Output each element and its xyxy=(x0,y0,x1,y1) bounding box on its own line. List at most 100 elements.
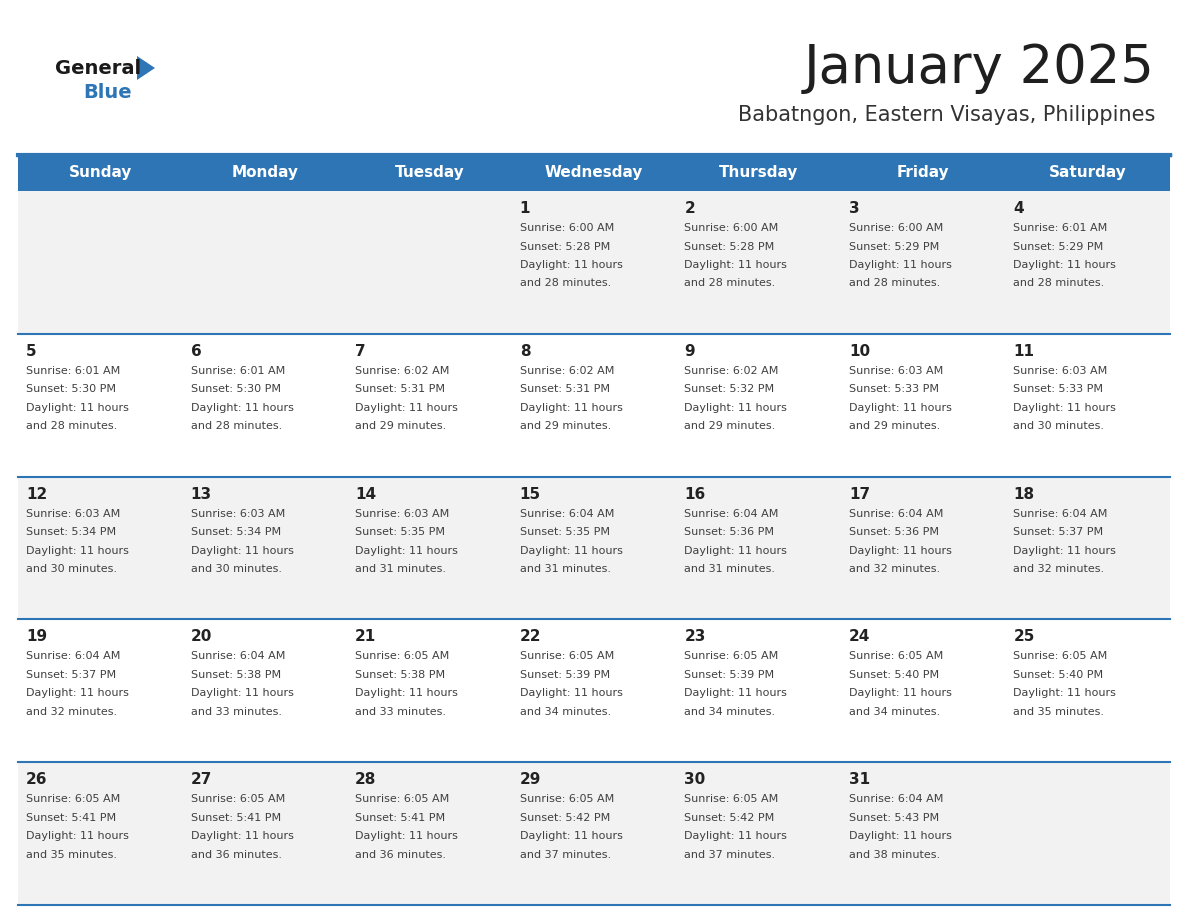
Text: and 37 minutes.: and 37 minutes. xyxy=(519,850,611,859)
Text: Sunrise: 6:03 AM: Sunrise: 6:03 AM xyxy=(355,509,449,519)
Text: Daylight: 11 hours: Daylight: 11 hours xyxy=(1013,688,1117,699)
Bar xyxy=(183,155,347,191)
Text: Sunrise: 6:01 AM: Sunrise: 6:01 AM xyxy=(26,365,120,375)
Text: Daylight: 11 hours: Daylight: 11 hours xyxy=(1013,545,1117,555)
Text: and 33 minutes.: and 33 minutes. xyxy=(355,707,447,717)
Polygon shape xyxy=(137,56,154,80)
Text: 15: 15 xyxy=(519,487,541,501)
Text: Sunrise: 6:05 AM: Sunrise: 6:05 AM xyxy=(190,794,285,804)
Text: Sunset: 5:38 PM: Sunset: 5:38 PM xyxy=(190,670,280,680)
Bar xyxy=(676,334,841,476)
Bar xyxy=(676,191,841,334)
Text: Sunrise: 6:04 AM: Sunrise: 6:04 AM xyxy=(190,652,285,661)
Text: Sunrise: 6:05 AM: Sunrise: 6:05 AM xyxy=(519,652,614,661)
Bar xyxy=(676,476,841,620)
Text: Sunrise: 6:00 AM: Sunrise: 6:00 AM xyxy=(849,223,943,233)
Bar xyxy=(676,155,841,191)
Bar xyxy=(1005,476,1170,620)
Text: and 32 minutes.: and 32 minutes. xyxy=(26,707,118,717)
Text: Sunset: 5:40 PM: Sunset: 5:40 PM xyxy=(1013,670,1104,680)
Text: Sunset: 5:30 PM: Sunset: 5:30 PM xyxy=(26,385,116,395)
Text: 2: 2 xyxy=(684,201,695,216)
Text: and 36 minutes.: and 36 minutes. xyxy=(190,850,282,859)
Bar xyxy=(512,476,676,620)
Text: and 29 minutes.: and 29 minutes. xyxy=(519,421,611,431)
Bar xyxy=(18,476,183,620)
Text: 16: 16 xyxy=(684,487,706,501)
Text: January 2025: January 2025 xyxy=(804,42,1155,94)
Text: Sunrise: 6:04 AM: Sunrise: 6:04 AM xyxy=(849,794,943,804)
Text: Daylight: 11 hours: Daylight: 11 hours xyxy=(1013,403,1117,413)
Text: Daylight: 11 hours: Daylight: 11 hours xyxy=(684,545,788,555)
Text: 26: 26 xyxy=(26,772,48,788)
Text: Sunset: 5:37 PM: Sunset: 5:37 PM xyxy=(1013,527,1104,537)
Text: Daylight: 11 hours: Daylight: 11 hours xyxy=(519,688,623,699)
Bar xyxy=(18,620,183,762)
Text: Sunset: 5:33 PM: Sunset: 5:33 PM xyxy=(849,385,939,395)
Bar xyxy=(841,476,1005,620)
Text: 12: 12 xyxy=(26,487,48,501)
Text: Daylight: 11 hours: Daylight: 11 hours xyxy=(849,831,952,841)
Text: 6: 6 xyxy=(190,344,201,359)
Text: Daylight: 11 hours: Daylight: 11 hours xyxy=(849,545,952,555)
Text: Saturday: Saturday xyxy=(1049,165,1126,181)
Text: Sunset: 5:41 PM: Sunset: 5:41 PM xyxy=(355,812,446,823)
Text: and 36 minutes.: and 36 minutes. xyxy=(355,850,447,859)
Text: Daylight: 11 hours: Daylight: 11 hours xyxy=(849,688,952,699)
Text: Thursday: Thursday xyxy=(719,165,798,181)
Text: Sunrise: 6:05 AM: Sunrise: 6:05 AM xyxy=(355,794,449,804)
Text: 17: 17 xyxy=(849,487,870,501)
Text: Daylight: 11 hours: Daylight: 11 hours xyxy=(190,403,293,413)
Text: 27: 27 xyxy=(190,772,211,788)
Text: Sunset: 5:29 PM: Sunset: 5:29 PM xyxy=(1013,241,1104,252)
Text: Sunset: 5:34 PM: Sunset: 5:34 PM xyxy=(190,527,280,537)
Bar xyxy=(1005,762,1170,905)
Bar xyxy=(676,620,841,762)
Text: 11: 11 xyxy=(1013,344,1035,359)
Bar xyxy=(347,762,512,905)
Text: Sunrise: 6:05 AM: Sunrise: 6:05 AM xyxy=(849,652,943,661)
Text: 29: 29 xyxy=(519,772,541,788)
Text: and 31 minutes.: and 31 minutes. xyxy=(519,564,611,574)
Bar xyxy=(676,762,841,905)
Bar xyxy=(512,762,676,905)
Text: Blue: Blue xyxy=(83,83,132,102)
Text: Sunset: 5:29 PM: Sunset: 5:29 PM xyxy=(849,241,939,252)
Text: and 29 minutes.: and 29 minutes. xyxy=(849,421,940,431)
Text: Sunrise: 6:04 AM: Sunrise: 6:04 AM xyxy=(519,509,614,519)
Bar xyxy=(183,476,347,620)
Text: Sunrise: 6:03 AM: Sunrise: 6:03 AM xyxy=(190,509,285,519)
Text: 10: 10 xyxy=(849,344,870,359)
Text: and 28 minutes.: and 28 minutes. xyxy=(1013,278,1105,288)
Text: Sunset: 5:34 PM: Sunset: 5:34 PM xyxy=(26,527,116,537)
Text: Sunset: 5:39 PM: Sunset: 5:39 PM xyxy=(684,670,775,680)
Bar xyxy=(18,334,183,476)
Text: and 32 minutes.: and 32 minutes. xyxy=(1013,564,1105,574)
Text: Sunrise: 6:02 AM: Sunrise: 6:02 AM xyxy=(684,365,778,375)
Text: Sunrise: 6:01 AM: Sunrise: 6:01 AM xyxy=(1013,223,1107,233)
Text: Tuesday: Tuesday xyxy=(394,165,465,181)
Text: Sunrise: 6:05 AM: Sunrise: 6:05 AM xyxy=(684,794,778,804)
Text: and 28 minutes.: and 28 minutes. xyxy=(519,278,611,288)
Text: Sunset: 5:33 PM: Sunset: 5:33 PM xyxy=(1013,385,1104,395)
Text: Sunset: 5:37 PM: Sunset: 5:37 PM xyxy=(26,670,116,680)
Text: Sunset: 5:41 PM: Sunset: 5:41 PM xyxy=(190,812,280,823)
Bar xyxy=(347,476,512,620)
Text: Sunrise: 6:03 AM: Sunrise: 6:03 AM xyxy=(1013,365,1107,375)
Text: 31: 31 xyxy=(849,772,870,788)
Text: Sunset: 5:35 PM: Sunset: 5:35 PM xyxy=(519,527,609,537)
Bar xyxy=(183,620,347,762)
Text: Daylight: 11 hours: Daylight: 11 hours xyxy=(26,545,128,555)
Text: Sunrise: 6:01 AM: Sunrise: 6:01 AM xyxy=(190,365,285,375)
Text: and 29 minutes.: and 29 minutes. xyxy=(355,421,447,431)
Text: Daylight: 11 hours: Daylight: 11 hours xyxy=(190,831,293,841)
Text: Daylight: 11 hours: Daylight: 11 hours xyxy=(684,260,788,270)
Text: Daylight: 11 hours: Daylight: 11 hours xyxy=(190,545,293,555)
Text: Sunrise: 6:02 AM: Sunrise: 6:02 AM xyxy=(355,365,449,375)
Text: Sunset: 5:42 PM: Sunset: 5:42 PM xyxy=(684,812,775,823)
Text: Sunrise: 6:05 AM: Sunrise: 6:05 AM xyxy=(26,794,120,804)
Text: Sunset: 5:30 PM: Sunset: 5:30 PM xyxy=(190,385,280,395)
Text: Sunday: Sunday xyxy=(69,165,132,181)
Text: 21: 21 xyxy=(355,630,377,644)
Bar xyxy=(183,191,347,334)
